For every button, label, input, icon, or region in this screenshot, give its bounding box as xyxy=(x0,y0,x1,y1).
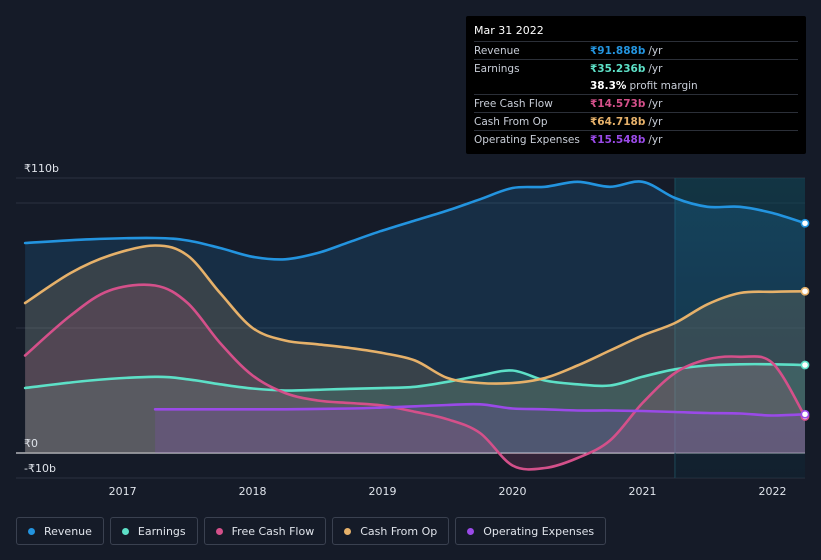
tooltip-row-unit: profit margin xyxy=(629,79,698,92)
revenue-end-point xyxy=(800,218,810,228)
tooltip-row-unit: /yr xyxy=(648,97,663,110)
tooltip-row-name: Operating Expenses xyxy=(474,133,580,146)
operating-expenses-area xyxy=(155,404,806,453)
legend-item-earnings[interactable]: Earnings xyxy=(109,517,198,545)
free-cash-flow-area xyxy=(25,284,806,470)
chart: ₹110b ₹0 -₹10b 2017 2018 2019 2020 2021 2022 xyxy=(16,162,810,498)
tooltip-row: Earnings ₹35.236b/yr xyxy=(474,59,798,77)
tooltip-row-name: Earnings xyxy=(474,62,520,75)
series-end-markers xyxy=(800,218,810,421)
tooltip-row: Operating Expenses ₹15.548b/yr xyxy=(474,130,798,148)
cash-from-op-end-point xyxy=(800,286,810,296)
tooltip-row: Revenue ₹91.888b/yr xyxy=(474,41,798,59)
tooltip-row-unit: /yr xyxy=(648,44,663,57)
x-tick-label: 2017 xyxy=(109,485,137,498)
y-tick-label: -₹10b xyxy=(24,462,56,475)
y-tick-label: ₹0 xyxy=(24,437,38,450)
tooltip-row-unit: /yr xyxy=(648,115,663,128)
legend-item-revenue[interactable]: Revenue xyxy=(16,517,104,545)
y-tick-label: ₹110b xyxy=(24,162,59,175)
operating-expenses-line xyxy=(153,402,807,417)
tooltip-row-value: ₹91.888b xyxy=(590,44,646,57)
free-cash-flow-line xyxy=(23,283,807,471)
legend-label: Operating Expenses xyxy=(483,524,595,538)
x-tick-label: 2021 xyxy=(629,485,657,498)
tooltip-row-value: ₹15.548b xyxy=(590,133,646,146)
legend-dot-icon xyxy=(215,527,223,535)
legend-dot-icon xyxy=(344,527,352,535)
legend-label: Free Cash Flow xyxy=(231,524,315,538)
legend-item-operating-expenses[interactable]: Operating Expenses xyxy=(455,517,607,545)
tooltip-row-name: Cash From Op xyxy=(474,115,548,128)
tooltip-row: Cash From Op ₹64.718b/yr xyxy=(474,112,798,130)
cash-from-op-area xyxy=(25,245,806,453)
tooltip-row: Free Cash Flow ₹14.573b/yr xyxy=(474,94,798,112)
tooltip-row-name: Free Cash Flow xyxy=(474,97,553,110)
series-lines xyxy=(23,180,807,471)
operating-expenses-end-point xyxy=(800,409,810,419)
legend-dot-icon xyxy=(28,527,35,535)
tooltip-row-unit: /yr xyxy=(648,62,663,75)
legend-item-cash-from-op[interactable]: Cash From Op xyxy=(332,517,450,545)
tooltip-row-value: 38.3% xyxy=(590,79,627,92)
highlight-band xyxy=(675,178,805,478)
legend: Revenue Earnings Free Cash Flow Cash From O… xyxy=(16,517,607,545)
tooltip-date: Mar 31 2022 xyxy=(474,24,544,37)
legend-item-free-cash-flow[interactable]: Free Cash Flow xyxy=(203,517,327,545)
legend-label: Revenue xyxy=(44,524,92,538)
x-tick-label: 2019 xyxy=(369,485,397,498)
tooltip-row-name: Revenue xyxy=(474,44,520,57)
tooltip-row-value: ₹64.718b xyxy=(590,115,646,128)
y-axis-ticks: ₹110b ₹0 -₹10b xyxy=(24,162,59,475)
x-tick-label: 2020 xyxy=(499,485,527,498)
tooltip-row-value: ₹14.573b xyxy=(590,97,646,110)
tooltip-row: 38.3% profit margin xyxy=(474,77,798,94)
tooltip-rows: Revenue ₹91.888b/yr Earnings ₹35.236b/yr 38.… xyxy=(474,41,798,148)
tooltip-row-unit: /yr xyxy=(648,133,663,146)
revenue-line xyxy=(23,180,807,261)
tooltip-row-value: ₹35.236b xyxy=(590,62,646,75)
legend-label: Earnings xyxy=(137,524,186,538)
legend-dot-icon xyxy=(467,527,475,535)
earnings-end-point xyxy=(800,360,810,370)
cash-from-op-line xyxy=(23,244,807,385)
x-axis-ticks: 2017 2018 2019 2020 2021 2022 xyxy=(109,485,787,498)
legend-label: Cash From Op xyxy=(360,524,438,538)
legend-dot-icon xyxy=(121,527,129,535)
x-tick-label: 2022 xyxy=(759,485,787,498)
tooltip: Mar 31 2022 Revenue ₹91.888b/yr Earnings ₹3… xyxy=(466,16,806,154)
x-tick-label: 2018 xyxy=(239,485,267,498)
series-areas xyxy=(25,181,806,470)
